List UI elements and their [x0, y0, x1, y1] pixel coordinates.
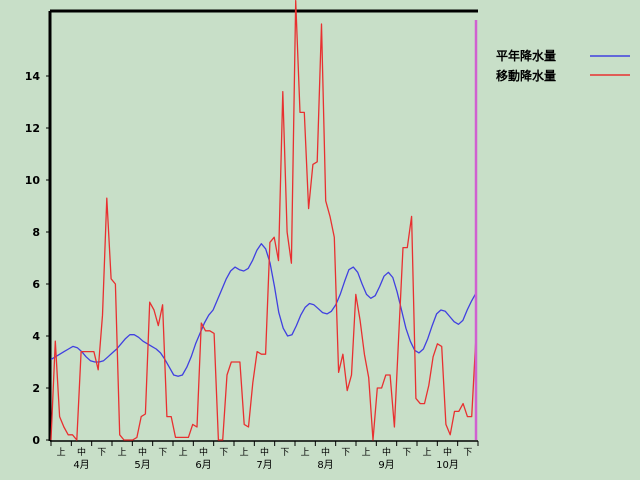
- x-dekad-label: 下: [97, 448, 106, 458]
- x-dekad-label: 中: [199, 446, 208, 458]
- x-dekad-label: 上: [362, 447, 371, 458]
- x-dekad-label: 下: [341, 448, 350, 458]
- x-dekad-label: 上: [423, 447, 432, 458]
- x-month-label: 9月: [378, 459, 394, 471]
- x-dekad-label: 上: [179, 447, 188, 458]
- x-dekad-label: 中: [382, 446, 391, 458]
- x-dekad-label: 上: [57, 447, 66, 458]
- y-tick-label: 0: [32, 434, 40, 447]
- x-month-label: 4月: [73, 459, 89, 471]
- x-dekad-label: 中: [138, 446, 147, 458]
- x-dekad-label: 上: [240, 447, 249, 458]
- x-month-label: 7月: [256, 459, 272, 471]
- x-month-label: 6月: [195, 459, 211, 471]
- legend-item-moving: 移動降水量: [496, 68, 630, 83]
- x-dekad-label: 上: [118, 447, 127, 458]
- y-tick-label: 10: [25, 174, 41, 187]
- x-axis-ticks: 上中下上中下上中下上中下上中下上中下上中下4月 5月 6月 7月 8月 9月 10月: [50, 441, 479, 471]
- x-month-label: 5月: [134, 459, 150, 471]
- x-dekad-label: 下: [463, 448, 472, 458]
- x-dekad-label: 上: [301, 447, 310, 458]
- y-tick-label: 6: [32, 278, 40, 291]
- legend-item-normal: 平年降水量: [496, 48, 630, 63]
- x-dekad-label: 下: [280, 448, 289, 458]
- y-tick-label: 14: [25, 70, 41, 83]
- y-tick-label: 2: [32, 382, 40, 395]
- x-month-label: 8月: [317, 459, 333, 471]
- x-dekad-label: 下: [158, 448, 167, 458]
- y-tick-label: 8: [32, 226, 40, 239]
- x-month-label: 10月: [436, 459, 459, 471]
- x-dekad-label: 中: [77, 446, 86, 458]
- x-dekad-label: 下: [219, 448, 228, 458]
- x-dekad-label: 中: [443, 446, 452, 458]
- x-dekad-label: 中: [321, 446, 330, 458]
- series-line-normal: [50, 243, 477, 377]
- plot-frame: [48, 9, 478, 442]
- legend-label-normal: 平年降水量: [496, 48, 556, 63]
- series-layer: [50, 0, 477, 441]
- legend-label-moving: 移動降水量: [496, 68, 556, 83]
- x-dekad-label: 中: [260, 446, 269, 458]
- y-axis-ticks: 0 2 4 6 8 10 12 14: [25, 70, 50, 447]
- y-tick-label: 12: [25, 122, 40, 135]
- legend: 平年降水量 移動降水量: [496, 48, 630, 83]
- x-dekad-label: 下: [402, 448, 411, 458]
- series-line-moving: [50, 0, 477, 441]
- y-tick-label: 4: [32, 330, 40, 343]
